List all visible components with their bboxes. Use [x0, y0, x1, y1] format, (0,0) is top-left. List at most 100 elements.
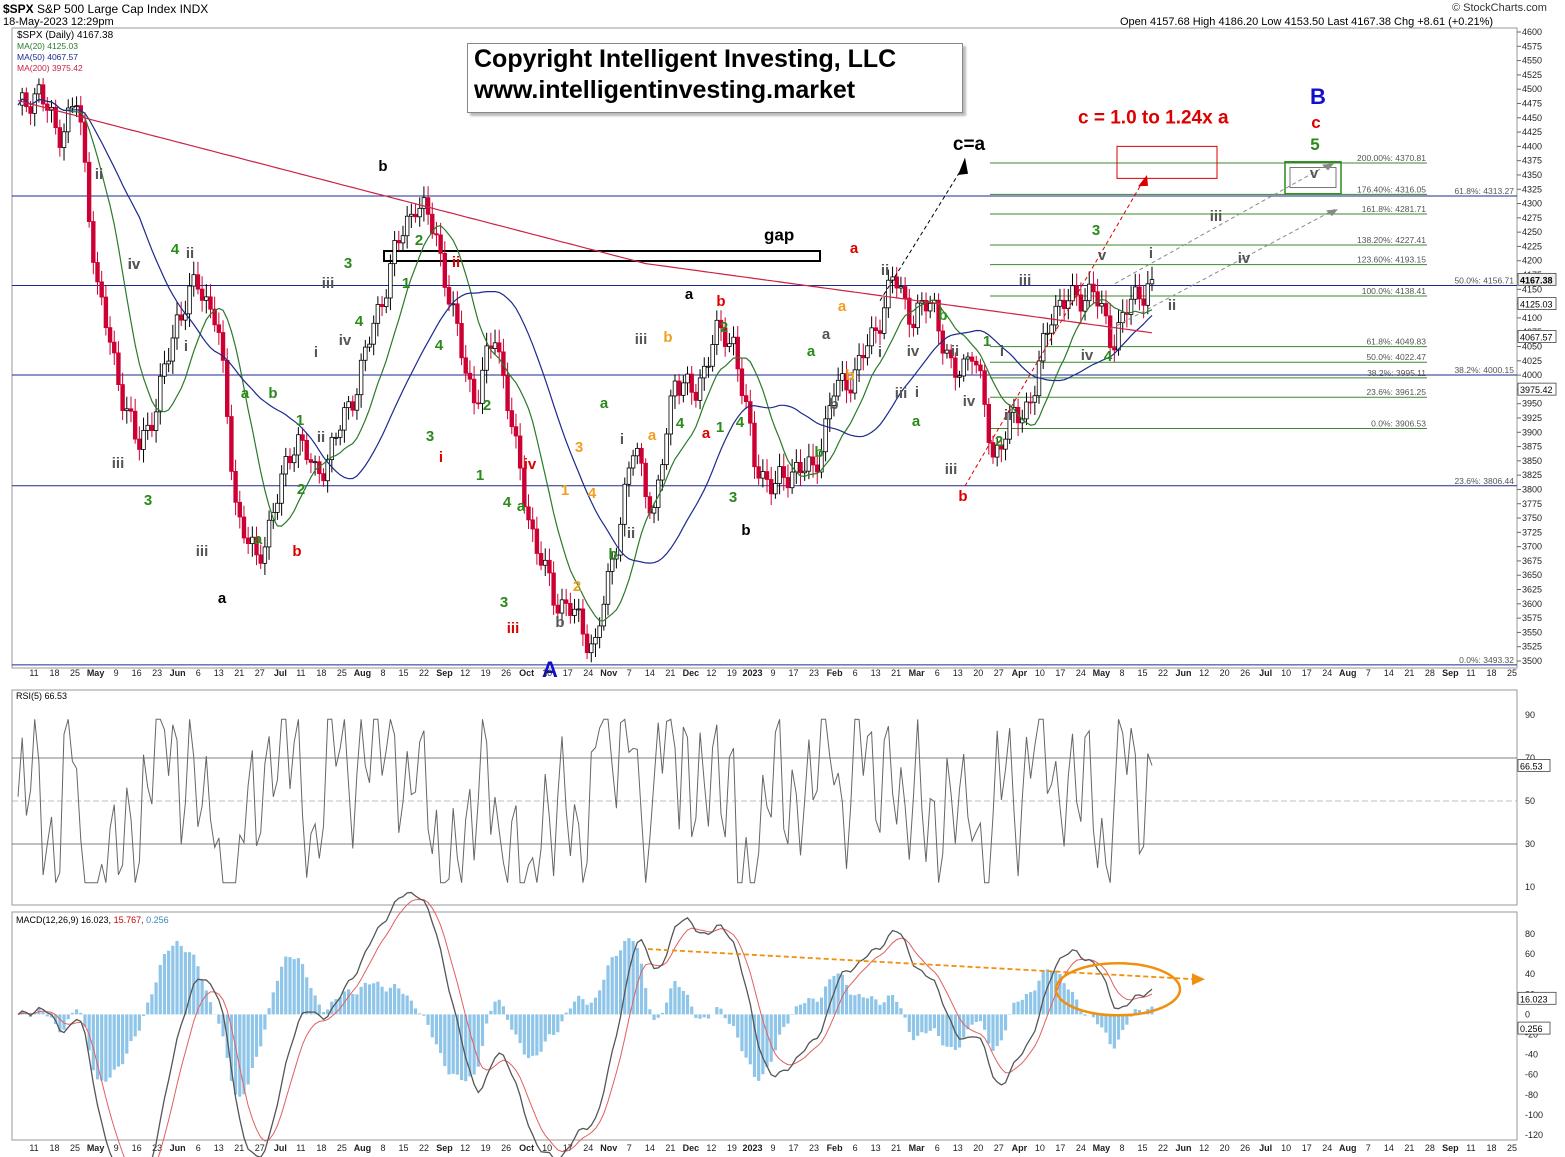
macd-histogram-bar — [129, 1014, 133, 1042]
price-tick-label: 3600 — [1522, 599, 1542, 609]
wave-label-3: 3 — [575, 439, 583, 456]
x-axis-label: Sep — [436, 668, 453, 678]
fib-level-label: 61.8%: 4049.83 — [1366, 337, 1426, 347]
macd-histogram-bar — [426, 1014, 430, 1025]
wave-label-b: b — [608, 546, 617, 563]
x-axis-label: 25 — [337, 668, 347, 678]
candle-up — [363, 346, 368, 361]
candle-up — [275, 502, 280, 513]
candle-down — [522, 467, 527, 508]
x-axis-label: 24 — [1076, 668, 1086, 678]
candle-down — [425, 197, 431, 215]
wave-label-iv: iv — [1081, 347, 1094, 364]
candle-up — [1049, 324, 1054, 334]
candle-down — [137, 438, 142, 450]
macd-histogram-bar — [100, 1014, 104, 1081]
candle-up — [601, 603, 607, 627]
candle-up — [706, 365, 711, 368]
wave-label-3: 3 — [144, 492, 152, 509]
wave-label-iv: iv — [1238, 250, 1251, 267]
candle-down — [237, 501, 242, 518]
candle-down — [739, 368, 745, 397]
wave-label-b: b — [716, 293, 725, 310]
candle-up — [367, 343, 372, 348]
wave-label-3: 3 — [426, 428, 434, 445]
macd-histogram-bar — [296, 958, 300, 1015]
macd-histogram-bar — [62, 1014, 66, 1030]
candle-down — [233, 470, 238, 503]
macd-tick-label: 60 — [1525, 949, 1535, 959]
candle-down — [911, 323, 916, 329]
macd-histogram-bar — [639, 963, 644, 1015]
macd-histogram-bar — [1066, 989, 1070, 1015]
blue-level-label: 0.0%: 3493.32 — [1459, 655, 1514, 665]
panel-frame-0 — [11, 27, 1518, 669]
x-axis-label: Aug — [1339, 668, 1357, 678]
x-axis-label: 15 — [398, 668, 408, 678]
candle-down — [220, 332, 226, 361]
arrowhead-grey-lower — [1326, 209, 1338, 217]
candle-up — [898, 286, 904, 289]
price-tick-label: 4375 — [1522, 156, 1542, 166]
candle-down — [178, 314, 184, 321]
x-axis-label: Nov — [600, 1143, 617, 1153]
macd-tick-label: -60 — [1525, 1070, 1538, 1080]
x-axis-label: 25 — [1507, 1143, 1517, 1153]
rsi-tick-label: 70 — [1525, 753, 1535, 763]
candle-up — [166, 360, 171, 365]
wave-label-b: b — [555, 614, 564, 631]
legend-main: $SPX (Daily) 4167.38 — [17, 30, 114, 41]
wave-label-iii: iii — [895, 385, 908, 402]
candle-up — [965, 356, 971, 360]
macd-histogram-bar — [652, 1014, 656, 1021]
x-axis-label: 14 — [1384, 668, 1394, 678]
macd-histogram-bar — [715, 1007, 719, 1015]
macd-histogram-bar — [736, 1014, 740, 1038]
x-axis-label: Jul — [274, 668, 287, 678]
macd-histogram-bar — [518, 1014, 522, 1044]
macd-histogram-bar — [819, 997, 824, 1015]
x-axis-label: 24 — [583, 668, 593, 678]
candle-down — [990, 442, 996, 458]
macd-histogram-bar — [505, 1014, 510, 1020]
candle-up — [153, 411, 159, 431]
symbol: $SPX — [3, 2, 34, 16]
macd-histogram-bar — [1003, 1014, 1008, 1031]
blue-level-label: 23.6%: 3806.44 — [1454, 476, 1514, 486]
x-axis-label: 26 — [1240, 668, 1250, 678]
wave-label-4: 4 — [503, 494, 512, 511]
candle-up — [865, 345, 870, 359]
x-axis-label: 21 — [665, 1143, 675, 1153]
wave-label-a: a — [838, 298, 847, 315]
macd-histogram-bar — [936, 1014, 941, 1037]
x-axis-label: Aug — [354, 1143, 372, 1153]
candle-up — [1149, 279, 1155, 285]
candle-up — [944, 349, 950, 354]
macd-histogram-bar — [305, 977, 309, 1015]
macd-histogram-bar — [581, 999, 585, 1015]
macd-histogram-bar — [233, 1014, 238, 1095]
candle-up — [697, 377, 703, 401]
candle-up — [664, 433, 669, 466]
candle-up — [881, 307, 887, 334]
candle-up — [928, 302, 933, 312]
macd-histogram-bar — [890, 994, 895, 1015]
macd-histogram-bar — [121, 1014, 125, 1065]
x-axis-label: 18 — [316, 1143, 326, 1153]
candle-down — [350, 401, 355, 411]
candle-down — [526, 506, 531, 521]
x-axis-label: 26 — [501, 668, 511, 678]
candle-down — [530, 519, 535, 530]
candle-up — [1082, 300, 1088, 312]
macd-highlight-ellipse — [1054, 962, 1182, 1017]
macd-histogram-bar — [878, 1004, 882, 1015]
candle-down — [208, 296, 213, 310]
candle-down — [199, 288, 205, 301]
macd-histogram-bar — [1112, 1014, 1116, 1049]
macd-histogram-bar — [1108, 1014, 1112, 1045]
fib-level-label: 38.2%: 3995.11 — [1367, 368, 1426, 378]
candle-down — [722, 327, 728, 347]
macd-histogram-bar — [133, 1014, 137, 1037]
wave-label-iv: iv — [963, 393, 976, 410]
macd-histogram-bar — [267, 1008, 271, 1015]
